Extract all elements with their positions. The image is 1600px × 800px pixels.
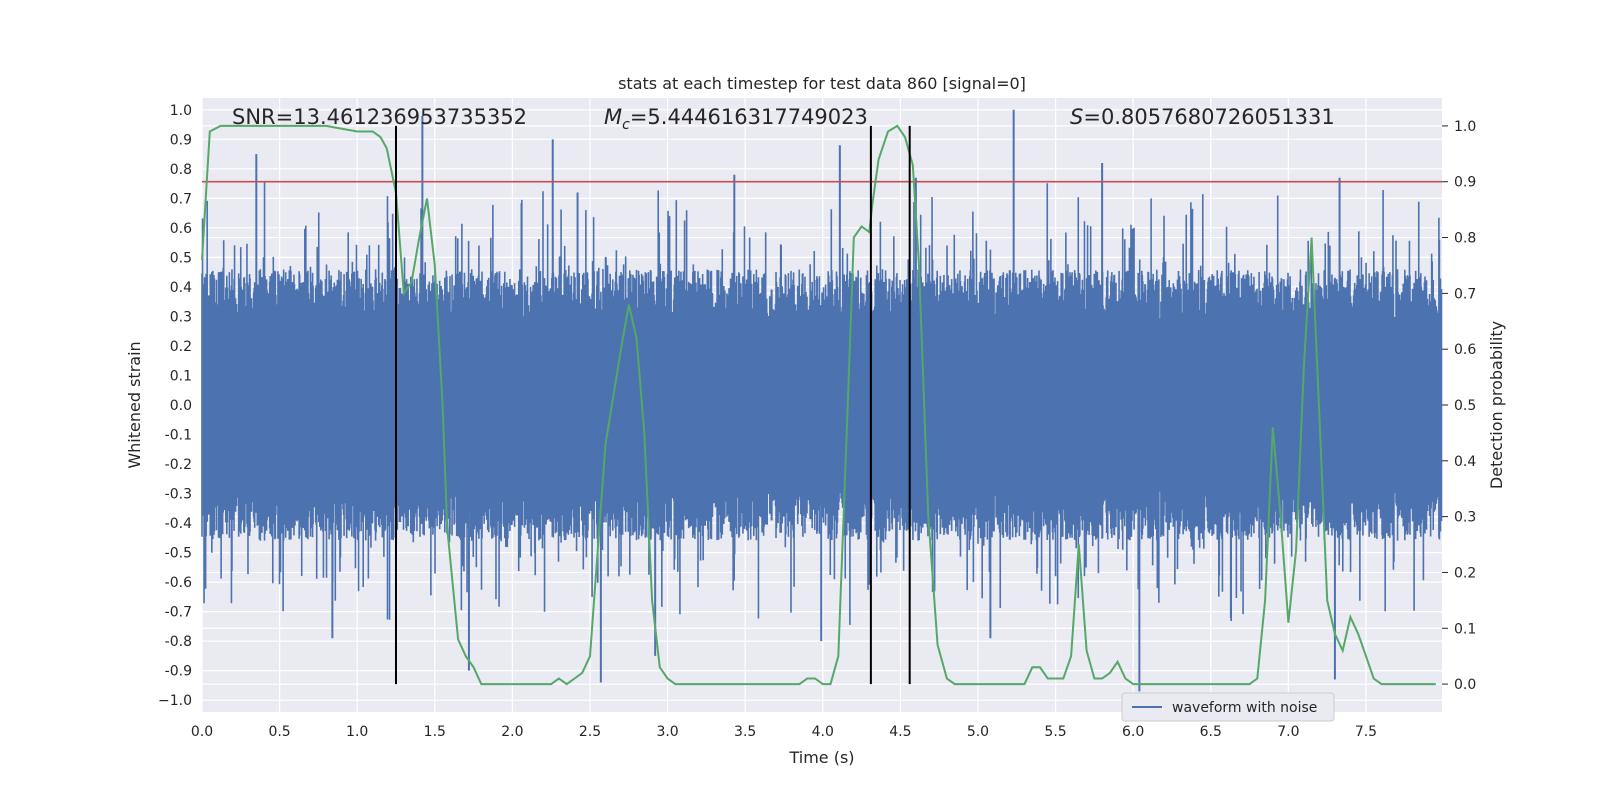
y-tick-label: 0.9 — [170, 132, 192, 148]
y-tick-label: -0.1 — [165, 428, 192, 444]
y-tick-label: 0.6 — [170, 221, 192, 237]
y-tick-label: 0.7 — [170, 191, 192, 207]
y-tick-label: -0.9 — [165, 664, 192, 680]
x-tick-label: 2.5 — [579, 724, 601, 740]
x-axis-label: Time (s) — [788, 748, 854, 767]
y-tick-label: 0.1 — [170, 368, 192, 384]
y-tick-label: -0.8 — [165, 634, 192, 650]
y2-tick-label: 1.0 — [1454, 119, 1476, 135]
y2-tick-label: 0.8 — [1454, 231, 1476, 247]
y2-tick-label: 0.6 — [1454, 342, 1476, 358]
x-tick-label: 0.5 — [268, 724, 290, 740]
y2-tick-label: 0.3 — [1454, 510, 1476, 526]
y-tick-label: 1.0 — [170, 103, 192, 119]
s-annotation: S=0.8057680726051331 — [1070, 105, 1335, 129]
x-tick-label: 1.0 — [346, 724, 368, 740]
chirp-mass-annotation: Mc=5.444616317749023 — [604, 105, 868, 133]
x-tick-label: 7.5 — [1355, 724, 1377, 740]
chirp-mass-value: =5.444616317749023 — [630, 105, 868, 129]
detection-markers — [394, 125, 911, 685]
y-axis-label: Whitened strain — [125, 341, 144, 468]
y-tick-label: -0.7 — [165, 605, 192, 621]
x-tick-label: 6.0 — [1122, 724, 1144, 740]
x-tick-label: 5.5 — [1044, 724, 1066, 740]
y2-tick-label: 0.1 — [1454, 621, 1476, 637]
x-tick-label: 5.0 — [967, 724, 989, 740]
x-tick-label: 7.0 — [1277, 724, 1299, 740]
snr-annotation: SNR=13.461236953735352 — [232, 105, 527, 129]
y-tick-label: 0.8 — [170, 162, 192, 178]
y-tick-label: 0.3 — [170, 309, 192, 325]
y2-axis-label: Detection probability — [1487, 321, 1506, 489]
x-tick-label: 3.5 — [734, 724, 756, 740]
y2-tick-label: 0.7 — [1454, 286, 1476, 302]
y-tick-label: 0.4 — [170, 280, 192, 296]
x-tick-label: 0.0 — [191, 724, 213, 740]
y-tick-label: −1.0 — [158, 693, 192, 709]
x-tick-label: 4.5 — [889, 724, 911, 740]
y-tick-label: -0.3 — [165, 487, 192, 503]
y2-tick-label: 0.9 — [1454, 175, 1476, 191]
y2-tick-label: 0.2 — [1454, 565, 1476, 581]
y2-tick-label: 0.5 — [1454, 398, 1476, 414]
y-tick-label: 0.0 — [170, 398, 192, 414]
y-tick-label: 0.2 — [170, 339, 192, 355]
y2-tick-label: 0.0 — [1454, 677, 1476, 693]
legend: waveform with noise — [1121, 692, 1335, 722]
y-tick-label: -0.2 — [165, 457, 192, 473]
y-tick-label: -0.4 — [165, 516, 192, 532]
series-waveform — [201, 109, 1443, 692]
x-tick-label: 3.0 — [656, 724, 678, 740]
legend-box — [1121, 692, 1335, 722]
x-tick-label: 2.0 — [501, 724, 523, 740]
y-tick-label: -0.5 — [165, 546, 192, 562]
y-tick-label: -0.6 — [165, 575, 192, 591]
x-tick-label: 1.5 — [424, 724, 446, 740]
chart-title: stats at each timestep for test data 860… — [618, 74, 1026, 93]
y-tick-label: 0.5 — [170, 250, 192, 266]
x-tick-label: 6.5 — [1200, 724, 1222, 740]
axes: 0.0 0.5 1.0 1.5 2.0 2.5 3.0 3.5 4.0 4.5 5.0 5.5 6.0 6… — [158, 103, 1476, 740]
x-tick-label: 4.0 — [812, 724, 834, 740]
s-value: =0.8057680726051331 — [1083, 105, 1334, 129]
legend-label-waveform: waveform with noise — [1172, 700, 1317, 716]
y2-tick-label: 0.4 — [1454, 454, 1476, 470]
